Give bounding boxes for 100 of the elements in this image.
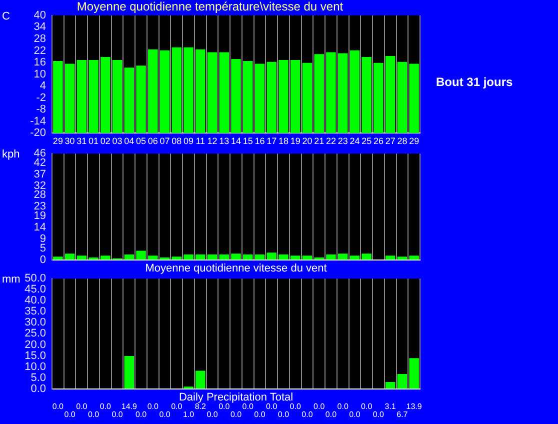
- x-tick-label: 25: [362, 136, 372, 146]
- data-label: 1.0: [182, 410, 195, 420]
- data-label: 0.0: [242, 402, 254, 412]
- data-label: 0.0: [52, 402, 64, 412]
- data-label: 0.0: [218, 402, 230, 412]
- data-label: 0.0: [337, 402, 349, 412]
- y-tick-label: 28: [34, 32, 46, 45]
- x-tick-label: 22: [326, 136, 336, 146]
- y-tick-label: 16: [34, 56, 46, 69]
- y-tick-label: 20.0: [24, 338, 46, 351]
- bar: [100, 256, 110, 260]
- x-tick-label: 17: [266, 136, 277, 146]
- bar: [266, 62, 276, 134]
- y-tick-label: 30.0: [24, 316, 46, 329]
- x-tick-label: 29: [409, 136, 420, 146]
- x-tick-label: 23: [338, 136, 348, 146]
- x-tick-label: 12: [207, 136, 218, 146]
- bar: [397, 374, 408, 389]
- data-label: 3.1: [384, 402, 396, 412]
- bar: [64, 64, 75, 134]
- bar: [362, 254, 372, 260]
- bar: [243, 60, 253, 134]
- y-tick-label: 25.0: [24, 328, 46, 340]
- bar: [385, 56, 396, 134]
- x-tick-label: 24: [350, 136, 360, 146]
- bar: [148, 49, 158, 134]
- y-tick-label: 40: [34, 9, 46, 22]
- y-tick-label: -8: [36, 104, 46, 116]
- data-label: 0.0: [112, 410, 124, 420]
- data-label: 0.0: [325, 410, 338, 420]
- y-tick-label: 50.0: [24, 272, 46, 285]
- data-label: 14.9: [121, 402, 138, 412]
- data-label: 0.0: [314, 402, 326, 412]
- data-label: 0.0: [230, 410, 242, 420]
- y-axis-title: mm: [2, 274, 20, 286]
- bar: [266, 252, 276, 260]
- x-tick-label: 21: [314, 136, 324, 146]
- y-tick-label: 14: [34, 222, 46, 234]
- bar: [124, 254, 134, 260]
- bar: [76, 256, 87, 260]
- bar: [409, 358, 419, 389]
- y-tick-label: 5: [40, 242, 46, 254]
- y-tick-label: 35.0: [24, 306, 46, 318]
- bar: [243, 254, 253, 260]
- y-tick-label: 19: [34, 210, 46, 222]
- x-tick-label: 28: [397, 136, 408, 146]
- bar: [207, 254, 218, 260]
- y-tick-label: 0.0: [30, 382, 46, 395]
- y-tick-label: 40.0: [24, 294, 46, 307]
- bar: [148, 256, 158, 260]
- bar: [112, 60, 122, 134]
- bar: [385, 256, 396, 260]
- data-label: 0.0: [171, 402, 183, 412]
- bar: [160, 50, 170, 134]
- y-tick-label: 45.0: [24, 284, 46, 296]
- bar: [172, 256, 182, 260]
- x-axis-title: Moyenne quotidienne vitesse du vent: [145, 262, 327, 274]
- x-tick-label: 07: [160, 136, 170, 146]
- x-tick-label: 04: [124, 136, 134, 146]
- x-tick-label: 06: [148, 136, 158, 146]
- bar: [350, 50, 360, 134]
- text: Bout 31 jours: [436, 75, 513, 89]
- y-tick-label: -2: [36, 92, 46, 104]
- data-label: 0.0: [135, 410, 148, 420]
- bar: [374, 62, 384, 134]
- y-tick-label: 5.0: [30, 372, 46, 384]
- data-label: 0.0: [349, 410, 361, 420]
- bar: [136, 250, 146, 260]
- bar: [254, 64, 265, 134]
- bar: [254, 254, 265, 260]
- y-tick-label: 10.0: [24, 360, 46, 373]
- data-label: 6.7: [396, 410, 408, 420]
- y-tick-label: -14: [30, 115, 46, 128]
- x-axis-title: Daily Precipitation Total: [178, 391, 294, 404]
- x-tick-label: 19: [290, 136, 300, 146]
- data-label: 0.0: [206, 410, 218, 420]
- bar: [326, 52, 336, 134]
- y-tick-label: 42: [34, 156, 46, 169]
- bar: [219, 254, 229, 260]
- data-label: 0.0: [278, 410, 290, 420]
- bar: [409, 256, 419, 260]
- x-tick-label: 27: [385, 136, 396, 146]
- x-tick-label: 09: [184, 136, 194, 146]
- bar: [100, 57, 110, 134]
- bar: [184, 47, 194, 134]
- x-tick-label: 11: [196, 136, 206, 146]
- bar: [326, 254, 336, 260]
- x-tick-label: 02: [100, 136, 110, 146]
- data-label: 0.0: [100, 402, 112, 412]
- bar: [207, 52, 218, 134]
- y-tick-label: -20: [30, 127, 46, 140]
- y-tick-label: 37: [34, 168, 46, 180]
- bar: [184, 254, 194, 260]
- data-label: 0.0: [64, 410, 76, 420]
- y-tick-label: 4: [40, 80, 46, 92]
- bar: [219, 52, 229, 134]
- y-tick-label: 32: [34, 180, 46, 192]
- y-tick-label: 28: [34, 189, 46, 202]
- data-label: 0.0: [88, 410, 100, 420]
- data-label: 0.0: [266, 402, 278, 412]
